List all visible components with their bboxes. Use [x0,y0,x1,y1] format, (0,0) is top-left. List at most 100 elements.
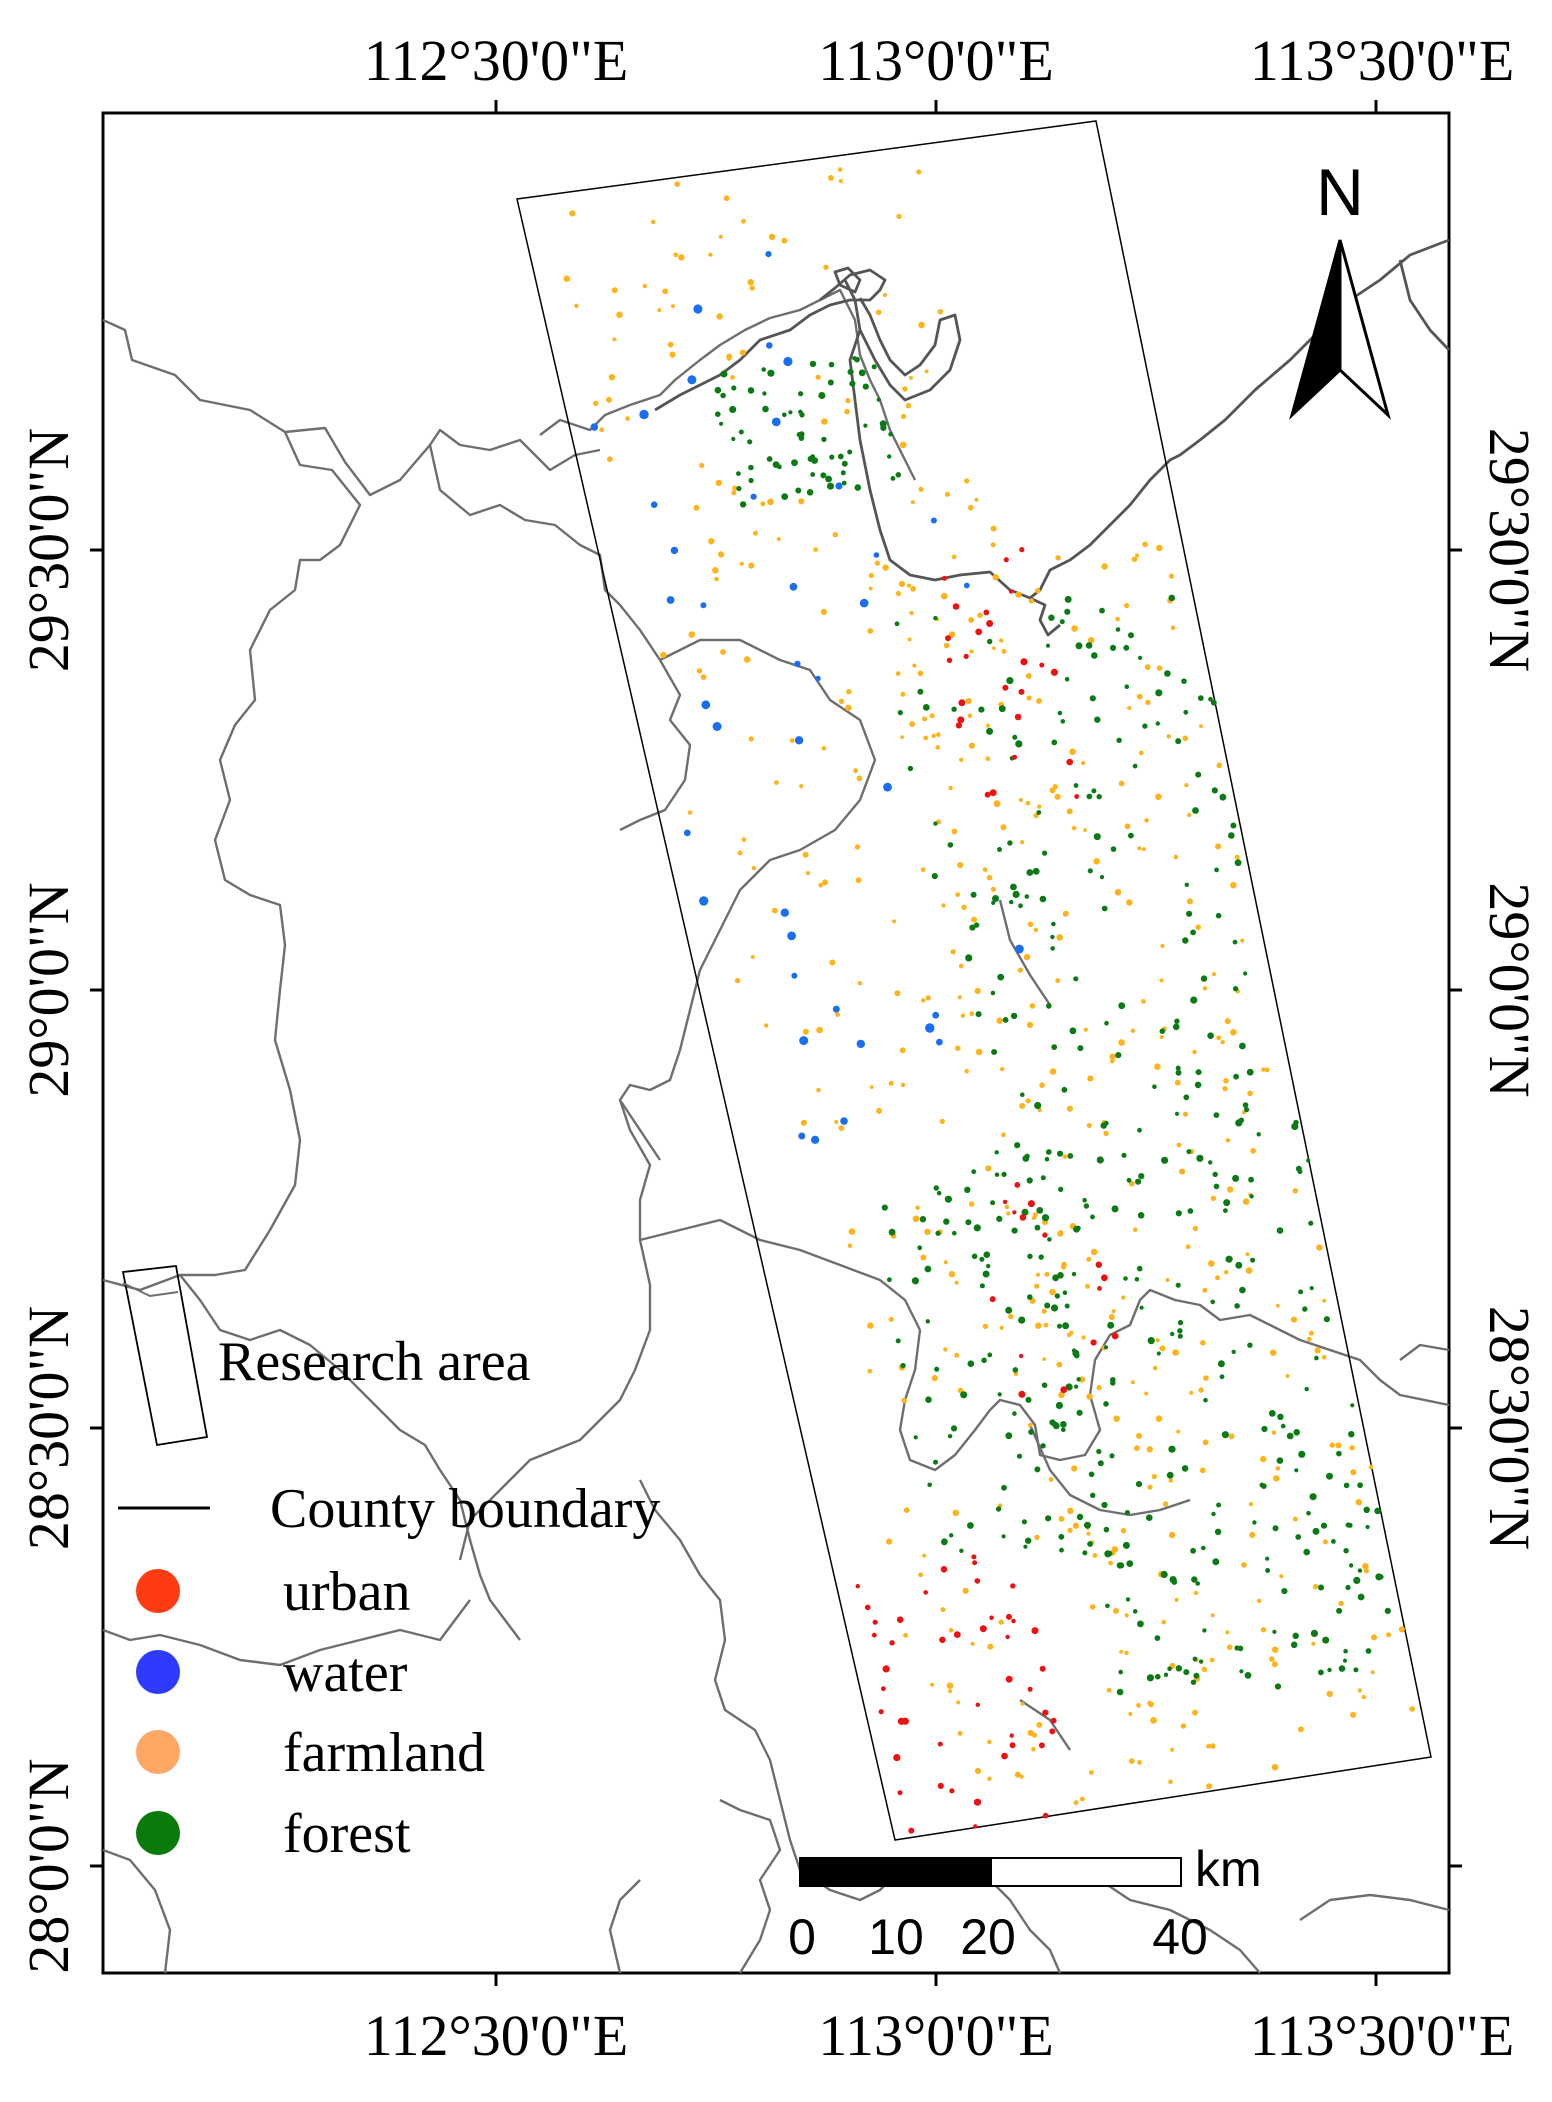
urban-legend-marker [136,1569,180,1613]
forest-point [1064,1303,1070,1309]
water-point [883,782,892,792]
farmland-point [1216,762,1223,769]
forest-point [1166,1471,1174,1479]
farmland-point [1126,899,1133,906]
farmland-point [967,713,973,719]
forest-point [847,368,854,375]
farmland-point [1141,847,1146,852]
forest-point [1295,1165,1302,1172]
farmland-point [888,1316,894,1322]
farmland-point [992,574,999,581]
farmland-point [1058,1391,1065,1399]
farmland-point [1106,1687,1112,1693]
forest-point [738,429,744,435]
forest-point [715,411,721,418]
forest-point [1058,1186,1064,1192]
farmland-point [1026,1021,1034,1028]
forest-point [821,436,827,443]
forest-point [1103,1401,1109,1407]
farmland-point [975,1048,983,1056]
farmland-point [962,1587,969,1594]
forest-point [1084,1521,1091,1529]
forest-point [1137,1212,1145,1219]
forest-point [1208,697,1213,702]
forest-point [1210,699,1217,706]
forest-point [1023,1544,1028,1549]
farmland-point [929,713,935,719]
urban-point [1002,1199,1008,1205]
urban-point [1050,1717,1057,1724]
farmland-point [828,175,834,181]
farmland-point [1136,693,1143,700]
farmland-point [820,608,828,616]
farmland-point [1035,588,1041,594]
farmland-point [964,1068,969,1074]
farmland-point [1182,1111,1189,1117]
farmland-point [1148,1701,1154,1708]
forest-point [1147,1337,1155,1345]
farmland-point [987,1643,994,1650]
forest-point [1193,1672,1200,1679]
forest-point [1032,867,1040,875]
forest-point [1175,1065,1181,1071]
water-points [590,251,1024,1144]
farmland-point [731,490,737,496]
forest-point [1200,975,1208,982]
farmland-point [1124,823,1131,830]
farmland-legend-marker [136,1730,180,1774]
urban-point [1039,1665,1046,1672]
forest-point [1057,1272,1064,1279]
forest-point [1213,1183,1220,1190]
forest-point [913,1435,918,1440]
graticule-ticks [90,100,1462,1986]
forest-point [1067,1153,1074,1159]
farmland-point [1180,1723,1187,1729]
forest-point [1101,1501,1108,1509]
urban-point [983,609,990,616]
farmland-point [1086,1123,1092,1128]
urban-point [1005,1634,1010,1640]
forest-point [1152,1084,1157,1089]
water-point [650,501,658,509]
farmland-point [1245,1252,1250,1257]
forest-point [917,688,924,695]
forest-point [888,1228,896,1236]
forest-point [1184,882,1190,887]
forest-point [1219,793,1227,801]
forest-point [1247,1342,1253,1348]
farmland-point [968,742,976,749]
forest-point [1074,1384,1079,1389]
farmland-point [1108,1560,1113,1566]
forest-point [788,410,793,415]
forest-point [1096,1156,1104,1164]
farmland-point [1048,1477,1054,1482]
farmland-point [1202,1439,1209,1446]
farmland-point [952,1509,960,1517]
urban-point [974,1578,981,1584]
forest-point [1082,1550,1088,1556]
forest-point [1357,1482,1363,1489]
farmland-point [993,800,1001,808]
farmland-point [1062,1154,1068,1159]
farmland-point [1025,1098,1031,1104]
forest-point [1202,1628,1207,1633]
farmland-point [1264,1067,1270,1073]
farmland-point [992,646,996,651]
farmland-point [747,279,754,286]
farmland-point [917,670,924,677]
forest-point [1146,1514,1153,1521]
forest-point [1246,1068,1254,1076]
forest-point [795,487,802,494]
farmland-point [1101,563,1108,570]
farmland-point [964,478,970,484]
farmland-point [1049,787,1056,794]
farmland-point [1036,1721,1043,1728]
forest-point [995,1506,1002,1512]
forest-point [1040,1443,1046,1449]
forest-point [981,1357,987,1364]
farmland-point [1058,1516,1065,1522]
farmland-point [1201,1666,1208,1673]
farmland-point [943,1260,948,1265]
farmland-point [1109,1053,1116,1060]
farmland-point [918,1572,923,1578]
